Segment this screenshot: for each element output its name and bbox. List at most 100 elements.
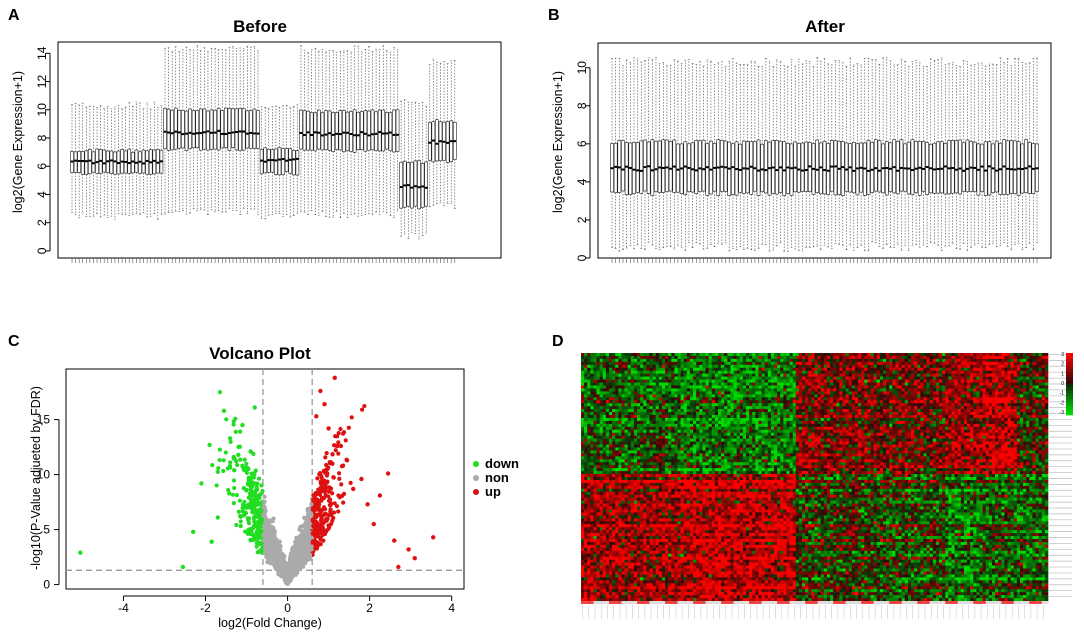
- heatmap-cell: [596, 574, 600, 578]
- heatmap-cell: [587, 485, 591, 490]
- heatmap-cell: [615, 592, 619, 596]
- heatmap-cell: [587, 423, 591, 428]
- volcano-point-non: [270, 537, 276, 542]
- heatmap-cell: [630, 358, 635, 363]
- heatmap-cell: [624, 485, 628, 490]
- heatmap-cell: [596, 553, 600, 558]
- heatmap-cell: [612, 598, 616, 602]
- heatmap-cell: [621, 444, 625, 448]
- volcano-point-non: [281, 569, 286, 575]
- heatmap-cell: [581, 435, 585, 439]
- heatmap-cell: [584, 539, 588, 543]
- heatmap-cell: [581, 474, 585, 478]
- heatmap-cell: [584, 485, 588, 490]
- heatmap-cell: [627, 361, 632, 366]
- heatmap-cell: [624, 482, 628, 487]
- box: [327, 110, 332, 151]
- heatmap-cell: [621, 577, 625, 581]
- heatmap-cell: [627, 574, 632, 578]
- heatmap-cell: [590, 423, 594, 428]
- heatmap-cell: [621, 453, 625, 457]
- heatmap-cell: [612, 580, 616, 584]
- heatmap-cell: [627, 488, 632, 493]
- heatmap-cell: [605, 453, 610, 457]
- heatmap-cell: [581, 539, 585, 543]
- box: [191, 110, 196, 149]
- box: [367, 110, 371, 151]
- heatmap-cell: [612, 550, 616, 555]
- heatmap-cell: [593, 512, 597, 516]
- heatmap-cell: [618, 477, 622, 481]
- heatmap-cell: [609, 379, 613, 383]
- volcano-point-up: [326, 526, 331, 531]
- volcano-point-up: [371, 521, 376, 527]
- heatmap-cell: [593, 536, 597, 540]
- heatmap-cell: [612, 358, 616, 363]
- volcano-point-down: [216, 466, 221, 471]
- heatmap-cell: [627, 547, 632, 552]
- heatmap-cell: [587, 373, 591, 377]
- heatmap-cell: [624, 509, 628, 513]
- heatmap-cell: [593, 370, 597, 374]
- box: [851, 142, 856, 194]
- heatmap-cell: [627, 453, 632, 457]
- heatmap-cell: [593, 379, 597, 383]
- heatmap-cell: [596, 586, 600, 590]
- heatmap-cell: [581, 521, 585, 525]
- heatmap-cell: [599, 571, 604, 575]
- heatmap-cell: [593, 409, 597, 413]
- heatmap-cell: [612, 462, 616, 466]
- heatmap-cell: [630, 353, 635, 357]
- heatmap-cell: [609, 400, 613, 404]
- heatmap-cell: [584, 515, 588, 519]
- heatmap-cell: [590, 598, 594, 602]
- heatmap-cell: [602, 491, 607, 496]
- volcano-point-up: [327, 485, 332, 490]
- heatmap-cell: [593, 586, 597, 590]
- heatmap-cell: [627, 409, 632, 413]
- heatmap-cell: [612, 453, 616, 457]
- volcano-point-down: [210, 462, 215, 468]
- box: [292, 150, 296, 176]
- box: [227, 108, 232, 151]
- box: [698, 140, 702, 192]
- heatmap-cell: [605, 497, 610, 501]
- heatmap-cell: [624, 400, 628, 404]
- box: [621, 140, 625, 192]
- heatmap-cell: [618, 580, 622, 584]
- heatmap-cell: [609, 406, 613, 410]
- volcano-point-up: [341, 500, 346, 505]
- heatmap-cell: [615, 400, 619, 404]
- box: [131, 152, 135, 174]
- heatmap-cell: [602, 444, 607, 448]
- heatmap-cell: [605, 577, 610, 581]
- volcano-point-down: [78, 550, 83, 555]
- heatmap-cell: [590, 583, 594, 587]
- heatmap-cell: [587, 355, 591, 360]
- heatmap-cell: [596, 539, 600, 543]
- heatmap-cell: [621, 512, 625, 516]
- heatmap-cell: [621, 589, 625, 593]
- volcano-point-up: [323, 511, 328, 516]
- heatmap-cell: [596, 415, 600, 419]
- heatmap-cell: [627, 477, 632, 481]
- heatmap-cell: [581, 571, 585, 575]
- heatmap-cell: [612, 415, 616, 419]
- box: [352, 109, 357, 153]
- heatmap-cell: [618, 453, 622, 457]
- box: [73, 151, 78, 173]
- volcano-point-non: [261, 523, 267, 529]
- heatmap-cell: [627, 388, 632, 392]
- volcano-point-non: [262, 513, 268, 518]
- heatmap-cell: [590, 541, 594, 546]
- heatmap-cell: [624, 477, 628, 481]
- heatmap-cell: [609, 512, 613, 516]
- heatmap-cell: [612, 482, 616, 487]
- heatmap-cell: [621, 438, 625, 442]
- heatmap-cell: [596, 512, 600, 516]
- heatmap-cell: [615, 536, 619, 540]
- box: [925, 142, 929, 196]
- heatmap-cell: [596, 403, 600, 407]
- heatmap-cell: [615, 382, 619, 386]
- heatmap-cell: [602, 441, 607, 445]
